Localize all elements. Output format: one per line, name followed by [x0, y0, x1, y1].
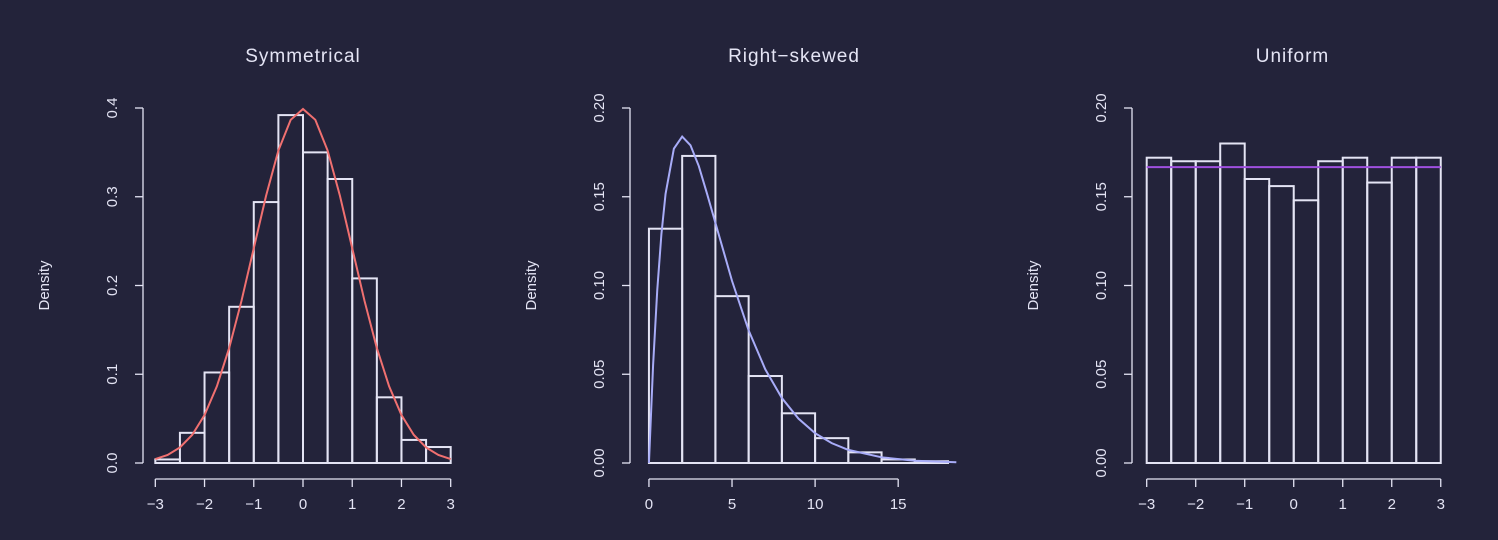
density-curve	[647, 134, 957, 464]
y-tick-label: 0.1	[104, 364, 121, 385]
bar	[1366, 181, 1393, 465]
y-tick-label: 0.2	[104, 275, 121, 296]
y-tick-label: 0.00	[1093, 448, 1110, 477]
bar	[326, 178, 354, 464]
x-tick-label: 0	[645, 496, 653, 513]
bar	[1415, 156, 1442, 464]
bar	[1390, 156, 1418, 464]
x-tick-label: −2	[196, 496, 213, 513]
bar	[375, 396, 403, 465]
bar	[178, 431, 206, 465]
chart-title: Symmetrical	[245, 46, 361, 67]
x-tick-label: 3	[447, 496, 455, 513]
bar	[1341, 156, 1369, 464]
y-tick-label: 0.15	[1093, 182, 1110, 211]
bar	[277, 114, 304, 464]
x-tick-label: −1	[1236, 496, 1253, 513]
x-tick-label: −1	[245, 496, 262, 513]
bar	[714, 295, 750, 464]
bar	[302, 151, 329, 464]
x-tick-label: 3	[1437, 496, 1445, 513]
x-tick-label: 5	[728, 496, 736, 513]
x-tick-label: 2	[397, 496, 405, 513]
y-axis-label: Density	[1025, 260, 1042, 311]
bar	[1219, 142, 1246, 464]
y-tick-label: 0.05	[1093, 360, 1110, 389]
bar	[154, 458, 181, 465]
y-tick-label: 0.20	[1093, 93, 1110, 122]
y-tick-label: 0.10	[591, 271, 608, 300]
bar	[1292, 199, 1320, 465]
x-tick-label: 1	[1339, 496, 1347, 513]
bar	[351, 277, 378, 464]
y-tick-label: 0.4	[104, 98, 121, 119]
bar	[1243, 178, 1271, 464]
x-tick-label: 0	[1290, 496, 1298, 513]
bar	[1145, 156, 1173, 464]
x-tick-label: −3	[1138, 496, 1155, 513]
y-tick-label: 0.05	[591, 360, 608, 389]
x-tick-label: −3	[147, 496, 164, 513]
chart-title: Right−skewed	[728, 46, 860, 67]
chart-title: Uniform	[1256, 46, 1330, 67]
x-tick-label: 2	[1388, 496, 1396, 513]
y-tick-label: 0.20	[591, 93, 608, 122]
bar	[425, 446, 452, 464]
x-tick-label: −2	[1187, 496, 1204, 513]
bar	[814, 437, 850, 464]
x-tick-label: 15	[890, 496, 907, 513]
x-tick-label: 10	[807, 496, 824, 513]
bar	[780, 412, 817, 464]
bar	[1268, 185, 1295, 464]
y-tick-label: 0.00	[591, 448, 608, 477]
bar	[252, 201, 280, 464]
y-axis-label: Density	[523, 260, 540, 311]
x-tick-label: 1	[348, 496, 356, 513]
y-tick-label: 0.0	[104, 453, 121, 474]
y-tick-label: 0.3	[104, 186, 121, 207]
y-axis-label: Density	[36, 260, 53, 311]
bar	[1170, 160, 1197, 464]
y-tick-label: 0.10	[1093, 271, 1110, 300]
x-tick-label: 0	[299, 496, 307, 513]
y-tick-label: 0.15	[591, 182, 608, 211]
density-curve	[154, 107, 452, 461]
bar	[1317, 160, 1344, 464]
bar	[1194, 160, 1222, 464]
